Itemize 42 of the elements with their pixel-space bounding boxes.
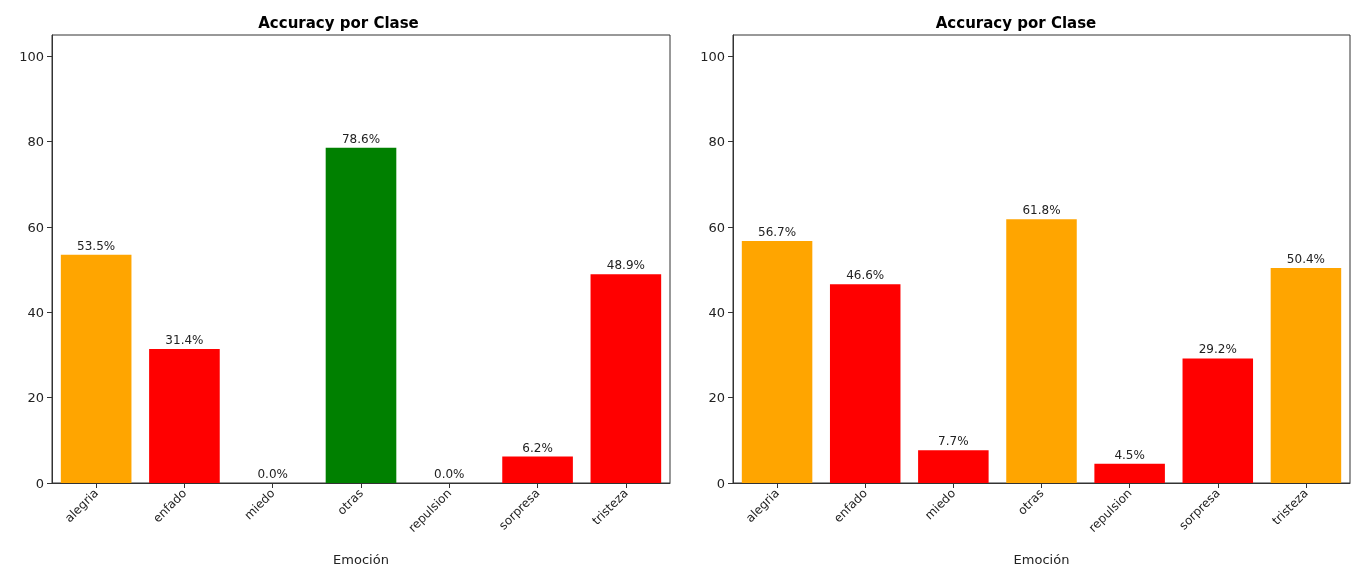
y-tick-label: 20 (27, 390, 44, 406)
chart-title: Accuracy por Clase (935, 13, 1097, 32)
bar (502, 456, 573, 483)
data-label: 50.4% (1286, 251, 1325, 266)
data-label: 0.0% (434, 467, 465, 481)
y-tick-label: 100 (19, 48, 44, 64)
y-tick-label: 100 (700, 48, 725, 64)
y-tick-label: 60 (27, 219, 44, 235)
data-label: 7.7% (938, 434, 969, 449)
bar (1182, 358, 1254, 483)
bar (149, 349, 220, 483)
data-label: 56.7% (758, 225, 797, 240)
data-label: 46.6% (846, 268, 885, 283)
data-label: 31.4% (165, 333, 204, 348)
bar (829, 284, 901, 483)
data-label: 78.6% (341, 131, 381, 146)
chart-title: Accuracy por Clase (258, 13, 419, 32)
data-label: 0.0% (257, 467, 288, 481)
data-label: 61.8% (1022, 203, 1061, 218)
bar (1006, 219, 1077, 483)
y-tick-label: 40 (27, 304, 44, 320)
data-label: 48.9% (606, 258, 645, 273)
y-tick-label: 60 (708, 219, 725, 235)
bar (1094, 463, 1165, 483)
bar (325, 147, 397, 483)
bar (741, 241, 813, 483)
data-label: 29.2% (1198, 342, 1237, 357)
data-label: 6.2% (522, 440, 553, 455)
y-tick-label: 0 (716, 475, 725, 491)
y-tick-label: 0 (35, 475, 44, 491)
y-tick-label: 20 (708, 390, 725, 406)
x-axis-title: Emoción (333, 552, 389, 567)
y-tick-label: 40 (708, 304, 725, 320)
data-label: 4.5% (1114, 447, 1145, 462)
data-label: 53.5% (77, 238, 116, 253)
y-tick-label: 80 (27, 134, 44, 150)
bar (590, 274, 662, 483)
y-tick-label: 80 (708, 134, 725, 150)
bar (918, 450, 989, 483)
bar (60, 254, 132, 483)
bar (1270, 267, 1342, 483)
x-axis-title: Emoción (1013, 552, 1070, 567)
